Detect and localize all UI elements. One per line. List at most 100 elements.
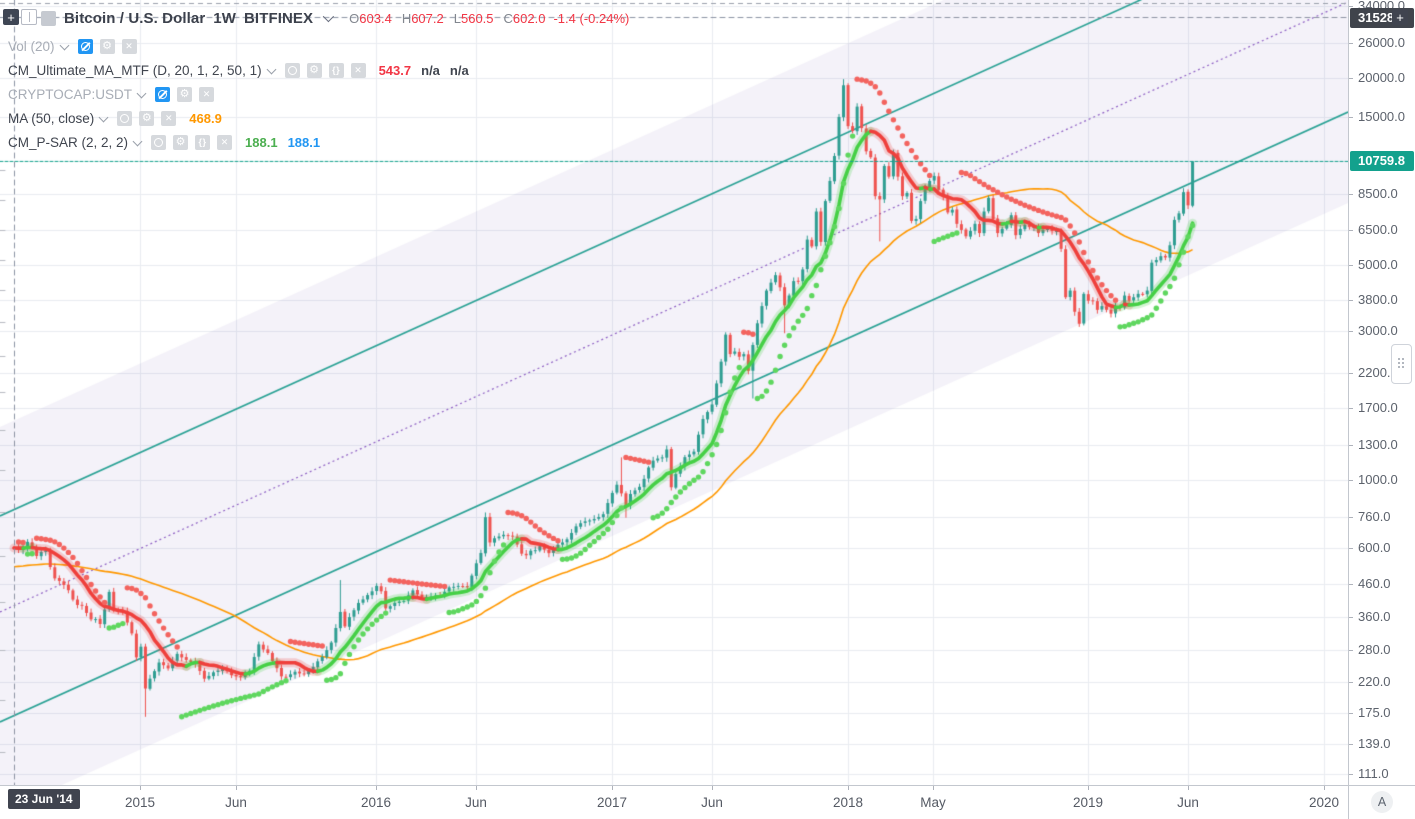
price-tick-label: 600.0 xyxy=(1358,540,1391,555)
time-tick xyxy=(1088,786,1089,790)
price-tick xyxy=(1349,43,1353,44)
time-tick-label: Jun xyxy=(701,795,723,810)
price-axis[interactable]: 34000.0 26000.0 20000.0 15000.0 8500.0 6500.0… xyxy=(1348,0,1415,785)
price-tick xyxy=(1349,584,1353,585)
price-tick-label: 360.0 xyxy=(1358,609,1391,624)
time-tick xyxy=(933,786,934,790)
eye-icon[interactable] xyxy=(151,134,167,150)
price-tick xyxy=(1349,408,1353,409)
source-icon[interactable]: {} xyxy=(195,134,211,150)
indicator-value: n/a xyxy=(421,62,440,78)
price-tick-label: 8500.0 xyxy=(1358,186,1398,201)
close-icon[interactable]: ✕ xyxy=(217,134,233,150)
indicator-label[interactable]: CRYPTOCAP:USDT xyxy=(8,86,133,102)
auto-scale-button[interactable]: A xyxy=(1371,791,1393,813)
close-icon[interactable]: ✕ xyxy=(350,62,366,78)
legend-row[interactable]: CM_Ultimate_MA_MTF (D, 20, 1, 2, 50, 1) ⚙… xyxy=(8,58,469,82)
price-tick-label: 3800.0 xyxy=(1358,292,1398,307)
price-tick xyxy=(1349,480,1353,481)
price-tick xyxy=(1349,78,1353,79)
corner-tools: + xyxy=(3,9,37,25)
drag-dots-icon xyxy=(1397,358,1406,370)
indicator-label[interactable]: CM_P-SAR (2, 2, 2) xyxy=(8,134,129,150)
price-tick-label: 20000.0 xyxy=(1358,70,1405,85)
legend-row[interactable]: Vol (20) ⚙ ✕ xyxy=(8,34,469,58)
time-tick-label: 2015 xyxy=(124,795,156,810)
indicator-label[interactable]: Vol (20) xyxy=(8,38,55,54)
close-icon[interactable]: ✕ xyxy=(121,38,137,54)
gear-icon[interactable]: ⚙ xyxy=(306,62,322,78)
axis-corner-cell: A xyxy=(1348,785,1415,819)
source-icon[interactable]: {} xyxy=(328,62,344,78)
close-icon[interactable]: ✕ xyxy=(199,86,215,102)
price-tick xyxy=(1349,517,1353,518)
layout-split-icon[interactable] xyxy=(21,9,37,25)
gear-icon[interactable]: ⚙ xyxy=(99,38,115,54)
time-tick xyxy=(612,786,613,790)
legend-row[interactable]: CM_P-SAR (2, 2, 2) ⚙ {} ✕ 188.1 188.1 xyxy=(8,130,469,154)
chevron-down-icon[interactable] xyxy=(59,40,69,50)
chevron-down-icon[interactable] xyxy=(266,64,277,74)
price-scale-drag-handle[interactable] xyxy=(1391,344,1412,384)
price-tick xyxy=(1349,6,1353,7)
price-chart-canvas[interactable] xyxy=(0,0,1348,785)
price-tick-label: 3000.0 xyxy=(1358,323,1398,338)
indicator-value: 188.1 xyxy=(245,134,278,150)
price-tick-label: 460.0 xyxy=(1358,576,1391,591)
gear-icon[interactable]: ⚙ xyxy=(177,86,193,102)
time-tick-label: Jun xyxy=(1177,795,1199,810)
eye-off-icon[interactable] xyxy=(77,38,93,54)
eye-off-icon[interactable] xyxy=(155,86,171,102)
change-value: -1.4 (-0.24%) xyxy=(553,10,630,26)
time-tick xyxy=(848,786,849,790)
price-tick xyxy=(1349,774,1353,775)
close-icon[interactable]: ✕ xyxy=(161,110,177,126)
price-tick-label: 15000.0 xyxy=(1358,109,1405,124)
price-tick-label: 760.0 xyxy=(1358,509,1391,524)
price-tick xyxy=(1349,650,1353,651)
add-panel-icon[interactable]: + xyxy=(3,9,19,25)
gear-icon[interactable]: ⚙ xyxy=(173,134,189,150)
legend-row[interactable]: MA (50, close) ⚙ ✕ 468.9 xyxy=(8,106,469,130)
price-tick-label: 175.0 xyxy=(1358,705,1391,720)
exchange-label[interactable]: BITFINEX xyxy=(244,9,314,27)
price-tick-label: 26000.0 xyxy=(1358,35,1405,50)
price-tick-label: 1700.0 xyxy=(1358,400,1398,415)
indicator-label[interactable]: MA (50, close) xyxy=(8,110,95,126)
price-tick xyxy=(1349,713,1353,714)
eye-icon[interactable] xyxy=(284,62,300,78)
gear-icon[interactable]: ⚙ xyxy=(139,110,155,126)
time-tick-label: 2020 xyxy=(1308,795,1340,810)
price-tick xyxy=(1349,744,1353,745)
chevron-down-icon[interactable] xyxy=(322,10,335,23)
crosshair-date-badge: 23 Jun '14 xyxy=(8,789,80,809)
symbol-title[interactable]: Bitcoin / U.S. Dollar xyxy=(64,9,206,27)
price-tick-label: 139.0 xyxy=(1358,736,1391,751)
time-tick xyxy=(476,786,477,790)
price-tick-label: 1300.0 xyxy=(1358,437,1398,452)
last-price-badge: 10759.8 xyxy=(1350,150,1414,171)
chevron-down-icon[interactable] xyxy=(136,88,147,98)
price-tick xyxy=(1349,230,1353,231)
time-tick xyxy=(1324,786,1325,790)
legend-row[interactable]: CRYPTOCAP:USDT ⚙ ✕ xyxy=(8,82,469,106)
time-axis[interactable]: 23 Jun '14 2015 Jun 2016 Jun 2017 Jun 2018 May 2… xyxy=(0,785,1348,819)
time-tick-label: May xyxy=(920,795,946,810)
price-tick xyxy=(1349,445,1353,446)
time-tick-label: 2017 xyxy=(596,795,628,810)
interval-label[interactable]: 1W xyxy=(213,9,236,27)
price-tick xyxy=(1349,617,1353,618)
indicator-value: n/a xyxy=(449,62,469,78)
indicator-label[interactable]: CM_Ultimate_MA_MTF (D, 20, 1, 2, 50, 1) xyxy=(8,62,262,78)
add-alert-plus-icon[interactable]: + xyxy=(1392,9,1408,25)
price-tick xyxy=(1349,548,1353,549)
eye-icon[interactable] xyxy=(117,110,133,126)
price-tick-label: 280.0 xyxy=(1358,642,1391,657)
chevron-down-icon[interactable] xyxy=(132,136,143,146)
time-tick xyxy=(376,786,377,790)
time-tick-label: 2016 xyxy=(360,795,392,810)
time-tick-label: 2019 xyxy=(1072,795,1104,810)
ohlc-item: O603.4 xyxy=(349,10,392,26)
chevron-down-icon[interactable] xyxy=(98,112,109,122)
price-tick xyxy=(1349,194,1353,195)
